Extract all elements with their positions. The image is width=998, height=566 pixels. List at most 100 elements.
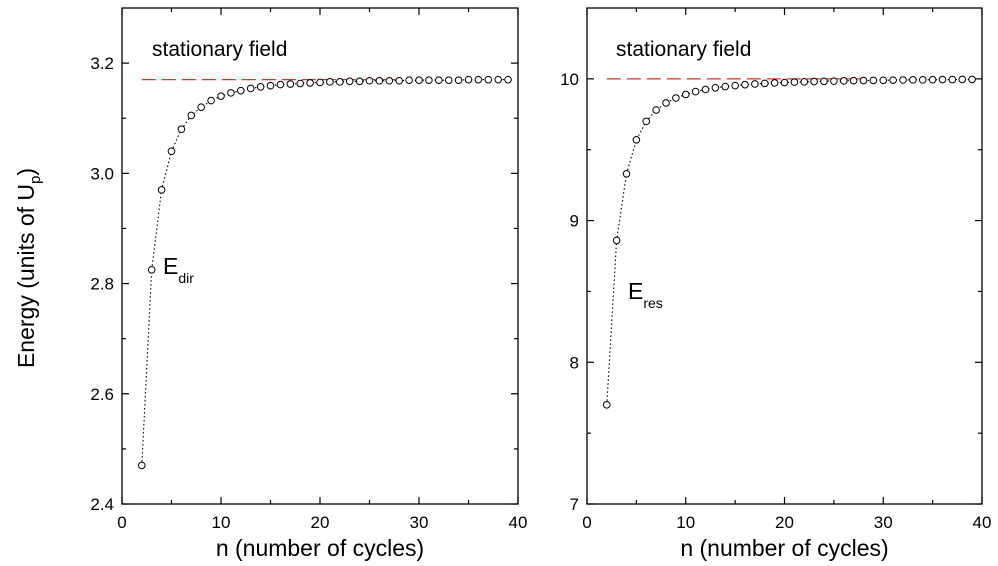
data-point (721, 82, 730, 91)
series-line (141, 79, 509, 466)
data-point (237, 86, 245, 95)
data-point (286, 80, 295, 88)
data-point (454, 76, 463, 84)
data-point (316, 78, 324, 87)
x-tick-label: 20 (775, 513, 794, 532)
data-point (820, 77, 828, 86)
y-tick-label: 2.8 (90, 275, 114, 294)
data-point (147, 265, 156, 274)
data-point (375, 76, 384, 85)
x-tick-label: 20 (311, 513, 330, 532)
series-label: Eres (628, 278, 663, 311)
y-tick-label: 2.6 (90, 385, 114, 404)
data-point (938, 75, 947, 84)
x-tick-label: 10 (676, 513, 695, 532)
data-point (177, 125, 186, 134)
data-point (494, 75, 503, 84)
x-tick-label: 30 (874, 513, 893, 532)
data-point (711, 83, 720, 92)
stationary-field-label: stationary field (152, 38, 287, 61)
data-point (790, 78, 799, 86)
data-point (138, 461, 146, 470)
data-point (770, 79, 779, 87)
data-point (691, 87, 700, 96)
data-point (197, 103, 205, 111)
data-point (859, 76, 868, 85)
data-point (395, 76, 404, 85)
y-tick-label: 9 (570, 212, 579, 231)
series-line (606, 78, 973, 405)
y-axis-label-close: ) (13, 168, 39, 176)
data-point (751, 80, 759, 88)
data-point (345, 77, 354, 86)
data-point (484, 75, 493, 84)
data-point (217, 92, 225, 100)
data-point (444, 76, 453, 84)
x-axis-label: n (number of cycles) (216, 535, 424, 561)
data-point (632, 135, 641, 144)
data-point (474, 75, 483, 84)
data-point (889, 76, 897, 84)
y-tick-label: 7 (570, 495, 579, 514)
data-point (612, 236, 621, 245)
data-point (256, 83, 265, 91)
data-point (326, 78, 334, 86)
data-point (622, 170, 631, 178)
y-axis-label-main: Energy (units of U (13, 184, 39, 368)
series-label: Edir (163, 253, 194, 286)
data-point (958, 75, 967, 84)
x-tick-label: 10 (212, 513, 231, 532)
data-point (276, 80, 285, 89)
data-point (839, 77, 848, 85)
y-tick-label: 3.2 (90, 54, 114, 73)
data-point (435, 76, 443, 84)
data-point (830, 77, 838, 85)
x-tick-label: 30 (410, 513, 429, 532)
data-point (741, 80, 749, 89)
y-tick-label: 2.4 (90, 495, 114, 514)
data-point (968, 75, 976, 84)
data-point (504, 75, 512, 84)
stationary-field-label: stationary field (616, 38, 751, 61)
x-axis-label: n (number of cycles) (680, 535, 888, 561)
data-point (869, 76, 878, 85)
data-point (207, 96, 215, 105)
data-point (849, 76, 858, 85)
data-point (731, 81, 739, 90)
y-axis-label-subscript: p (27, 176, 44, 184)
data-point (415, 76, 423, 84)
data-point (227, 89, 235, 97)
data-point (246, 84, 255, 93)
data-point (760, 79, 769, 88)
data-point (928, 75, 937, 84)
x-tick-label: 0 (582, 513, 591, 532)
data-point (672, 94, 680, 102)
data-point (187, 111, 196, 120)
data-point (681, 90, 690, 99)
y-axis-label: Energy (units of Up) (13, 168, 44, 368)
data-point (355, 77, 364, 86)
data-point (464, 75, 473, 84)
data-point (157, 186, 166, 194)
data-point (909, 76, 917, 84)
y-tick-label: 8 (570, 353, 579, 372)
data-point (948, 75, 957, 84)
data-point (602, 401, 611, 409)
data-point (167, 147, 176, 156)
data-point (701, 85, 710, 94)
y-tick-label: 10 (560, 70, 579, 89)
data-point (800, 78, 809, 86)
data-point (810, 77, 818, 86)
data-point (918, 76, 927, 84)
left-panel: 0 10 20 30 40 2.4 2.6 2.8 3.0 3.2 n (number of cyc… (90, 7, 527, 561)
data-point (879, 76, 888, 85)
data-point (662, 99, 670, 107)
x-tick-label: 40 (973, 513, 992, 532)
data-point (642, 117, 651, 126)
data-point (425, 76, 433, 84)
data-point (365, 76, 374, 85)
data-point (405, 76, 413, 84)
data-point (385, 76, 394, 85)
data-point (266, 81, 275, 90)
